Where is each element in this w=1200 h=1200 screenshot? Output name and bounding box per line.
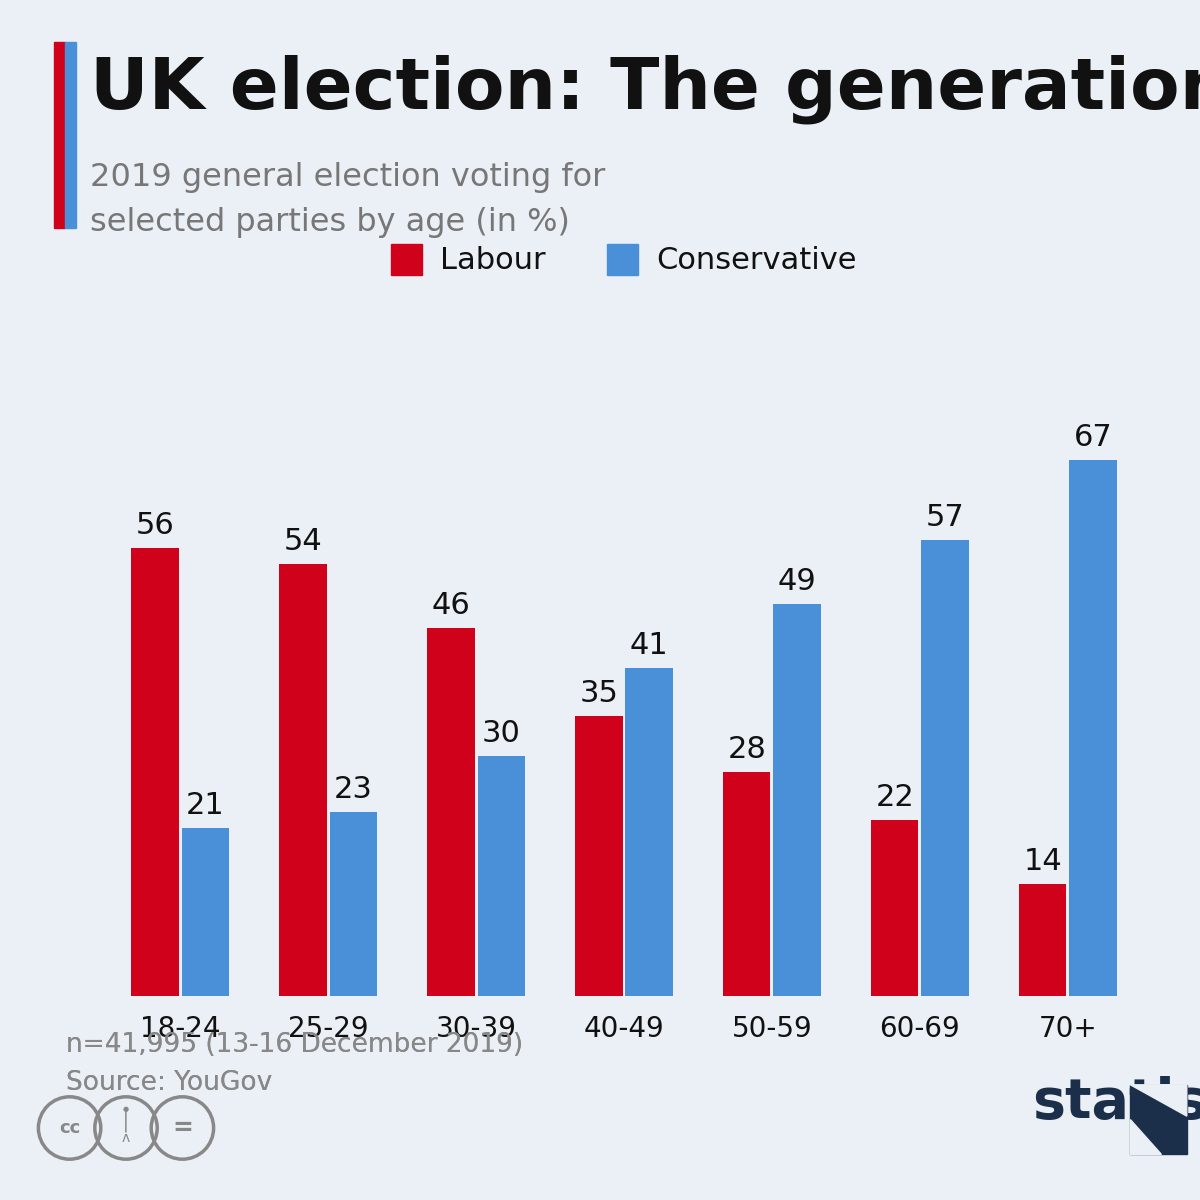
Bar <box>280 564 326 996</box>
Text: 22: 22 <box>875 782 914 812</box>
Text: 14: 14 <box>1024 847 1062 876</box>
Bar <box>724 772 770 996</box>
Text: 28: 28 <box>727 734 767 764</box>
Bar <box>131 548 179 996</box>
Bar <box>330 812 377 996</box>
Text: 49: 49 <box>778 566 816 596</box>
Bar <box>774 604 821 996</box>
Text: n=41,995 (13-16 December 2019)
Source: YouGov: n=41,995 (13-16 December 2019) Source: Y… <box>66 1032 523 1096</box>
Bar <box>181 828 229 996</box>
Text: 57: 57 <box>925 503 965 532</box>
Text: 2019 general election voting for
selected parties by age (in %): 2019 general election voting for selecte… <box>90 162 605 239</box>
Text: 54: 54 <box>283 527 323 556</box>
Text: ●: ● <box>122 1106 130 1111</box>
Bar <box>922 540 968 996</box>
Text: =: = <box>172 1116 193 1140</box>
Text: ʌ: ʌ <box>122 1130 130 1145</box>
Text: 56: 56 <box>136 511 174 540</box>
Text: 30: 30 <box>481 719 521 748</box>
Text: 23: 23 <box>334 775 373 804</box>
Bar <box>575 716 623 996</box>
Text: 21: 21 <box>186 791 224 820</box>
Bar <box>625 668 673 996</box>
Bar <box>1069 460 1117 996</box>
Bar <box>478 756 524 996</box>
Bar <box>1019 884 1067 996</box>
Text: │: │ <box>120 1110 132 1132</box>
Bar <box>427 628 474 996</box>
Text: 41: 41 <box>630 631 668 660</box>
Text: 35: 35 <box>580 679 618 708</box>
Text: cc: cc <box>59 1118 80 1138</box>
Bar <box>871 820 918 996</box>
Text: statista: statista <box>1032 1076 1200 1130</box>
Text: 46: 46 <box>432 590 470 620</box>
Text: n=41,995 (13-16 December 2019)
Source: YouGov: n=41,995 (13-16 December 2019) Source: Y… <box>66 1032 523 1096</box>
Text: UK election: The generation gap: UK election: The generation gap <box>90 54 1200 124</box>
Legend: Labour, Conservative: Labour, Conservative <box>379 232 869 288</box>
Text: 67: 67 <box>1074 422 1112 452</box>
